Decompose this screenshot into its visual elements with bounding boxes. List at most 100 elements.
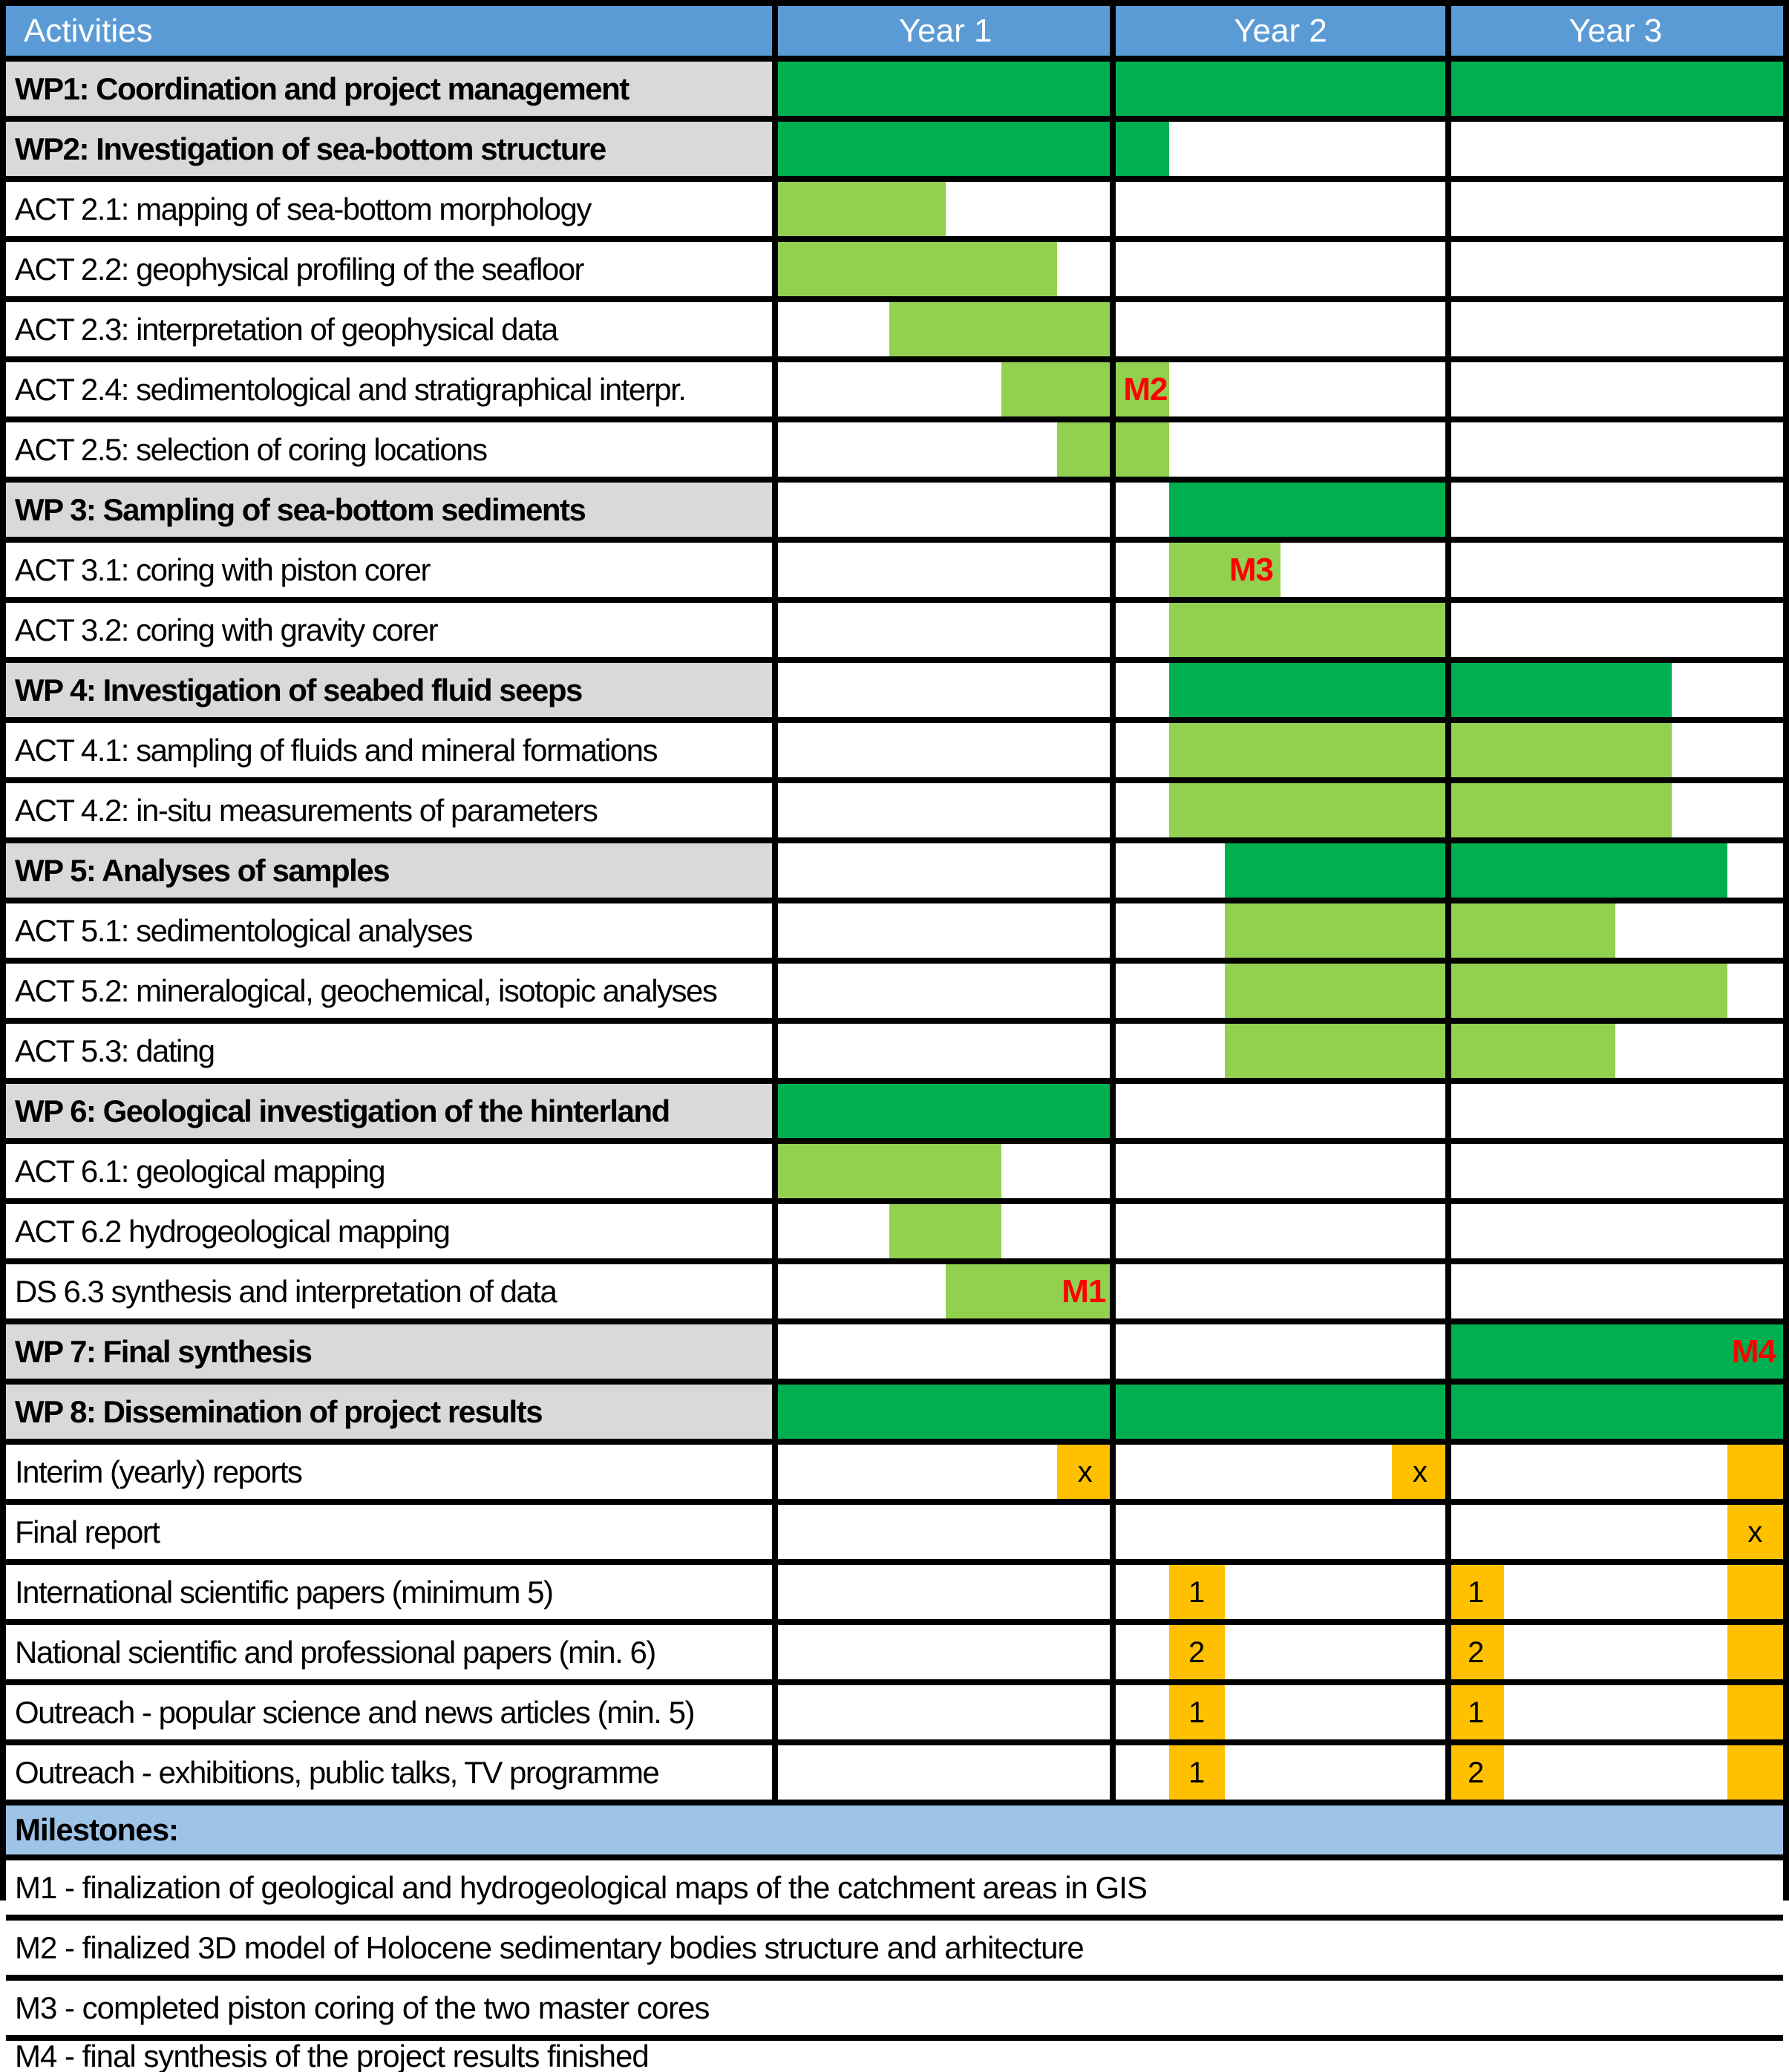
task-timeline <box>778 483 1783 537</box>
task-timeline <box>778 603 1783 657</box>
gantt-bar <box>1168 603 1448 657</box>
year-separator <box>1445 182 1451 236</box>
year-separator <box>1110 122 1116 176</box>
task-label: WP 5: Analyses of samples <box>6 843 778 898</box>
task-timeline <box>778 903 1783 958</box>
year-separator <box>1110 1385 1116 1439</box>
deliverable-mark <box>1727 1445 1783 1499</box>
task-row: WP 4: Investigation of seabed fluid seep… <box>6 663 1783 723</box>
milestone-label: M1 <box>1062 1272 1106 1310</box>
milestone-m2-definition: M2 - finalized 3D model of Holocene sedi… <box>6 1921 1783 1975</box>
header-year-2: Year 2 <box>1234 12 1327 49</box>
gantt-bar <box>1224 964 1727 1018</box>
year-separator <box>1110 543 1116 597</box>
deliverable-mark <box>1727 1745 1783 1800</box>
task-timeline: M1 <box>778 1264 1783 1318</box>
milestone-label: M2 <box>1123 370 1168 408</box>
year-separator <box>1110 1024 1116 1078</box>
task-row: Final report x <box>6 1505 1783 1565</box>
task-label: ACT 6.1: geological mapping <box>6 1144 778 1198</box>
task-timeline <box>778 663 1783 717</box>
task-row: WP1: Coordination and project management <box>6 62 1783 122</box>
task-label: ACT 2.4: sedimentological and stratigrap… <box>6 362 778 416</box>
task-timeline <box>778 964 1783 1018</box>
year-separator <box>1445 1324 1451 1379</box>
task-timeline: M4 <box>778 1324 1783 1379</box>
header-row: Activities Year 1 Year 2 Year 3 <box>6 6 1783 62</box>
deliverable-mark: 1 <box>1168 1745 1225 1800</box>
task-timeline <box>778 843 1783 898</box>
year-separator <box>1110 843 1116 898</box>
deliverable-mark: 2 <box>1448 1745 1504 1800</box>
gantt-bar <box>778 242 1058 296</box>
task-timeline <box>778 1385 1783 1439</box>
task-label: ACT 2.5: selection of coring locations <box>6 422 778 477</box>
year-separator <box>1445 62 1451 116</box>
deliverable-mark: 1 <box>1168 1685 1225 1739</box>
deliverable-mark-text: 1 <box>1188 1756 1206 1789</box>
task-row: WP 7: Final synthesis M4 <box>6 1324 1783 1385</box>
task-timeline <box>778 302 1783 356</box>
year-separator <box>1110 903 1116 958</box>
year-separator <box>1445 783 1451 837</box>
gantt-bar <box>1168 783 1672 837</box>
deliverable-mark-text: x <box>1077 1455 1093 1488</box>
gantt-bar <box>1168 543 1281 597</box>
deliverable-mark-text: 2 <box>1188 1635 1206 1669</box>
deliverable-mark: 1 <box>1448 1565 1504 1619</box>
year-separator <box>1110 422 1116 477</box>
task-row: WP2: Investigation of sea-bottom structu… <box>6 122 1783 182</box>
gantt-bar <box>778 1385 1783 1439</box>
year-separator <box>1445 1385 1451 1439</box>
milestone-m4-definition: M4 - final synthesis of the project resu… <box>6 2041 1783 2072</box>
year-separator <box>1110 1685 1116 1739</box>
gantt-bar <box>1448 1324 1783 1379</box>
gantt-bar <box>889 1204 1001 1258</box>
gantt-bar <box>1224 1024 1616 1078</box>
milestones-header-row: Milestones: <box>6 1805 1783 1860</box>
deliverable-mark-text: 1 <box>1188 1575 1206 1609</box>
task-label: DS 6.3 synthesis and interpretation of d… <box>6 1264 778 1318</box>
deliverable-mark-text: 1 <box>1468 1575 1485 1609</box>
task-timeline <box>778 1024 1783 1078</box>
task-label: ACT 2.2: geophysical profiling of the se… <box>6 242 778 296</box>
year-separator <box>1110 1264 1116 1318</box>
year-separator <box>1110 62 1116 116</box>
year-separator <box>1445 122 1451 176</box>
task-timeline: M3 <box>778 543 1783 597</box>
gantt-bar <box>889 302 1113 356</box>
deliverable-mark-text: x <box>1413 1455 1428 1488</box>
task-timeline <box>778 122 1783 176</box>
year-separator <box>1110 603 1116 657</box>
task-row: ACT 2.5: selection of coring locations <box>6 422 1783 483</box>
year-separator <box>1445 6 1451 56</box>
year-separator <box>1110 182 1116 236</box>
milestone-m3-definition: M3 - completed piston coring of the two … <box>6 1981 1783 2035</box>
task-label: International scientific papers (minimum… <box>6 1565 778 1619</box>
task-row: Outreach - exhibitions, public talks, TV… <box>6 1745 1783 1805</box>
task-label: ACT 4.2: in-situ measurements of paramet… <box>6 783 778 837</box>
gantt-bar <box>1168 723 1672 777</box>
gantt-bar <box>1224 903 1616 958</box>
year-separator <box>1445 483 1451 537</box>
task-timeline: M2 <box>778 362 1783 416</box>
year-separator <box>1445 242 1451 296</box>
task-label: Outreach - popular science and news arti… <box>6 1685 778 1739</box>
year-separator <box>1110 242 1116 296</box>
task-row: International scientific papers (minimum… <box>6 1565 1783 1625</box>
year-separator <box>1445 543 1451 597</box>
year-separator <box>1445 1565 1451 1619</box>
task-row: WP 5: Analyses of samples <box>6 843 1783 903</box>
task-row: ACT 4.1: sampling of fluids and mineral … <box>6 723 1783 783</box>
deliverable-mark-text: 1 <box>1188 1696 1206 1729</box>
year-separator <box>1110 1625 1116 1679</box>
deliverable-mark-text: 2 <box>1468 1756 1485 1789</box>
year-separator <box>1110 1445 1116 1499</box>
year-separator <box>1110 663 1116 717</box>
task-row: ACT 2.4: sedimentological and stratigrap… <box>6 362 1783 422</box>
header-year-1: Year 1 <box>898 12 992 49</box>
milestone-label: M4 <box>1731 1333 1776 1370</box>
task-timeline <box>778 1204 1783 1258</box>
